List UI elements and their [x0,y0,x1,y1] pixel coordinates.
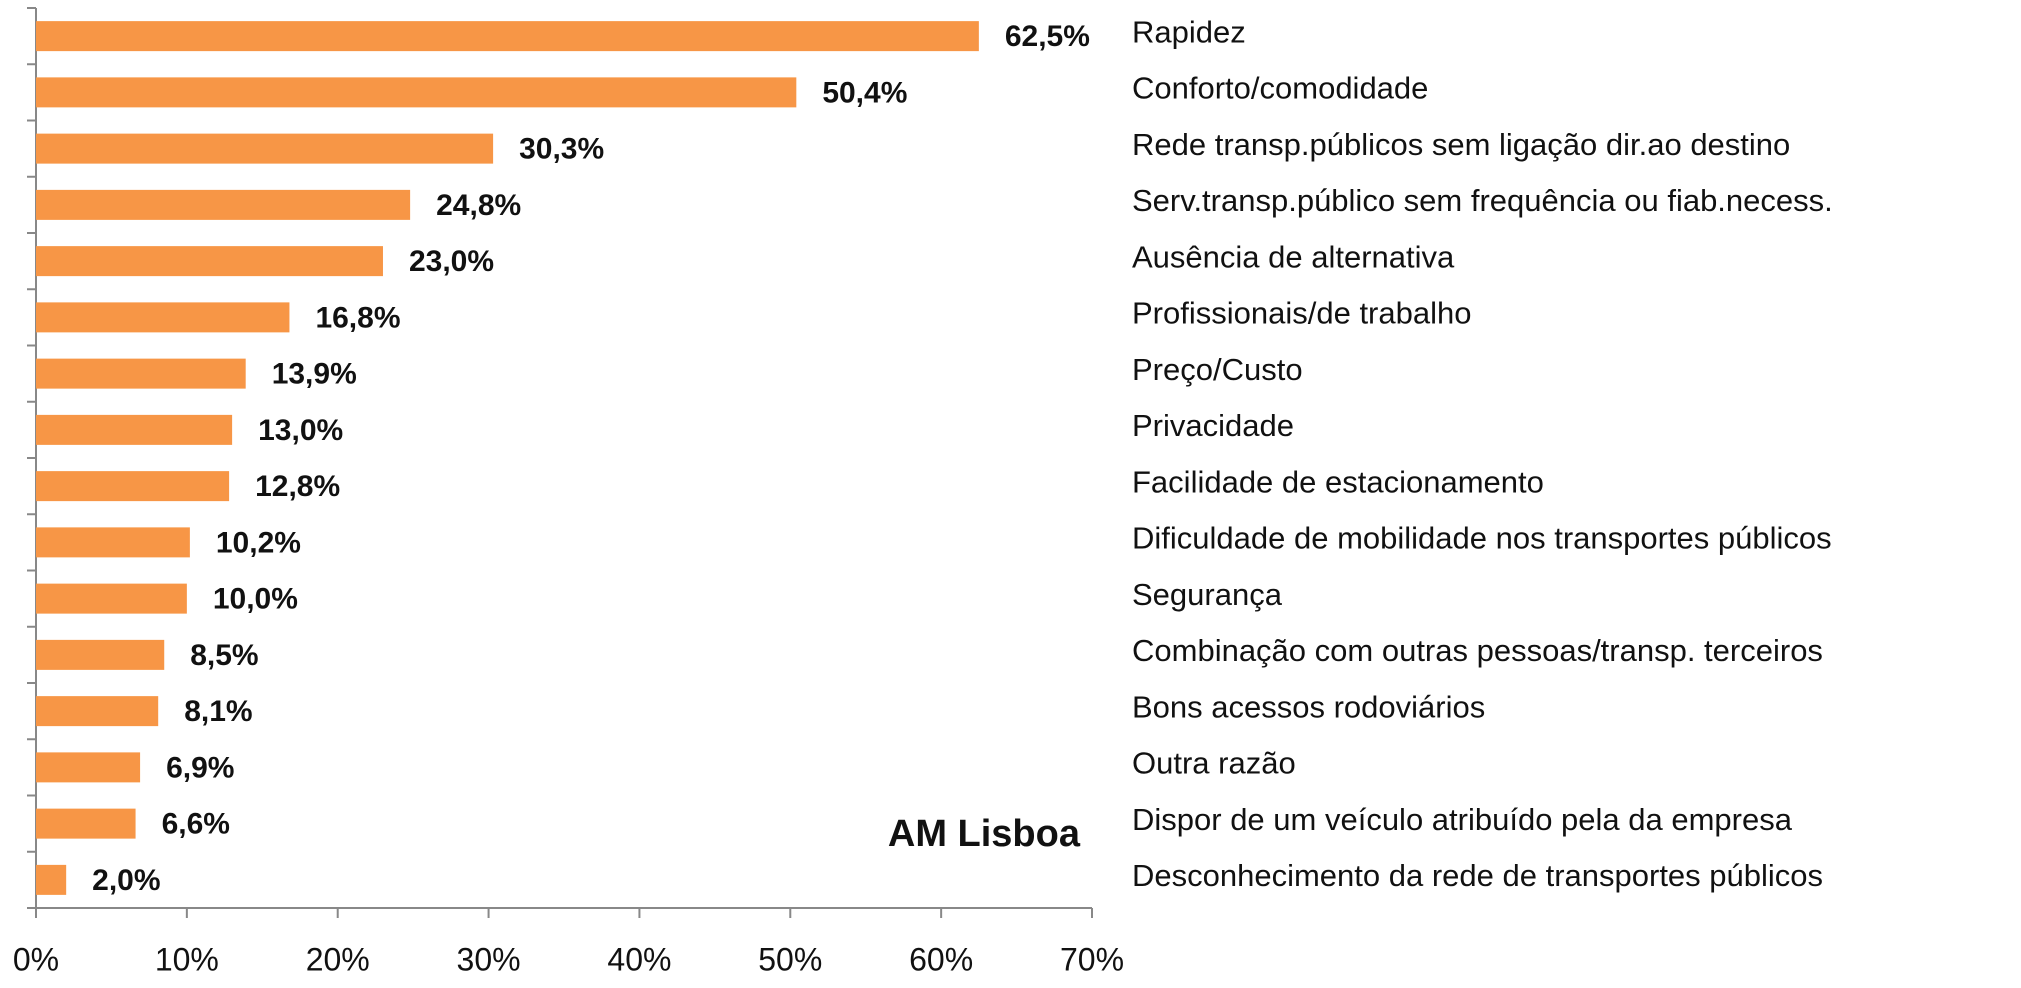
category-label: Conforto/comodidade [1132,71,1428,106]
x-tick-label: 20% [306,941,370,977]
annotation: AM Lisboa [888,813,1081,855]
value-label: 23,0% [409,245,494,278]
category-label: Desconhecimento da rede de transportes p… [1132,858,1823,893]
value-label: 12,8% [255,470,340,503]
category-label: Profissionais/de trabalho [1132,296,1471,331]
bar [36,133,494,164]
category-label: Privacidade [1132,408,1294,443]
bar [36,639,165,670]
category-label: Dificuldade de mobilidade nos transporte… [1132,521,1832,556]
x-tick-label: 10% [155,941,219,977]
category-label: Rapidez [1132,14,1246,49]
value-label: 16,8% [315,301,400,334]
category-label: Facilidade de estacionamento [1132,464,1544,499]
value-label: 24,8% [436,189,521,222]
bar [36,302,290,333]
bar [36,246,383,277]
value-label: 10,0% [213,583,298,616]
value-label: 8,5% [190,639,258,672]
x-tick-label: 70% [1060,941,1124,977]
value-label: 10,2% [216,526,301,559]
bar [36,864,67,895]
category-label: Dispor de um veículo atribuído pela da e… [1132,802,1793,837]
category-label: Bons acessos rodoviários [1132,689,1485,724]
x-tick-label: 60% [909,941,973,977]
bar [36,21,979,52]
category-label: Combinação com outras pessoas/transp. te… [1132,633,1823,668]
bar [36,808,136,839]
value-label: 6,6% [162,808,230,841]
value-label: 30,3% [519,133,604,166]
value-label: 8,1% [184,695,252,728]
category-label: Segurança [1132,577,1283,612]
value-label: 50,4% [822,76,907,109]
bar [36,752,141,783]
category-label: Rede transp.públicos sem ligação dir.ao … [1132,127,1790,162]
bar [36,358,246,389]
value-label: 62,5% [1005,20,1090,53]
x-tick-label: 40% [607,941,671,977]
value-label: 13,9% [272,358,357,391]
category-label: Ausência de alternativa [1132,239,1455,274]
category-label: Serv.transp.público sem frequência ou fi… [1132,183,1833,218]
bar [36,696,159,727]
value-label: 6,9% [166,751,234,784]
bar [36,77,797,108]
value-label: 13,0% [258,414,343,447]
x-tick-label: 0% [13,941,59,977]
bar [36,471,230,502]
x-tick-label: 30% [457,941,521,977]
category-label: Preço/Custo [1132,352,1303,387]
category-label: Outra razão [1132,746,1296,781]
x-tick-label: 50% [758,941,822,977]
bar [36,189,411,220]
value-label: 2,0% [92,864,160,897]
bar [36,527,190,558]
bar [36,583,187,614]
bar [36,414,233,445]
